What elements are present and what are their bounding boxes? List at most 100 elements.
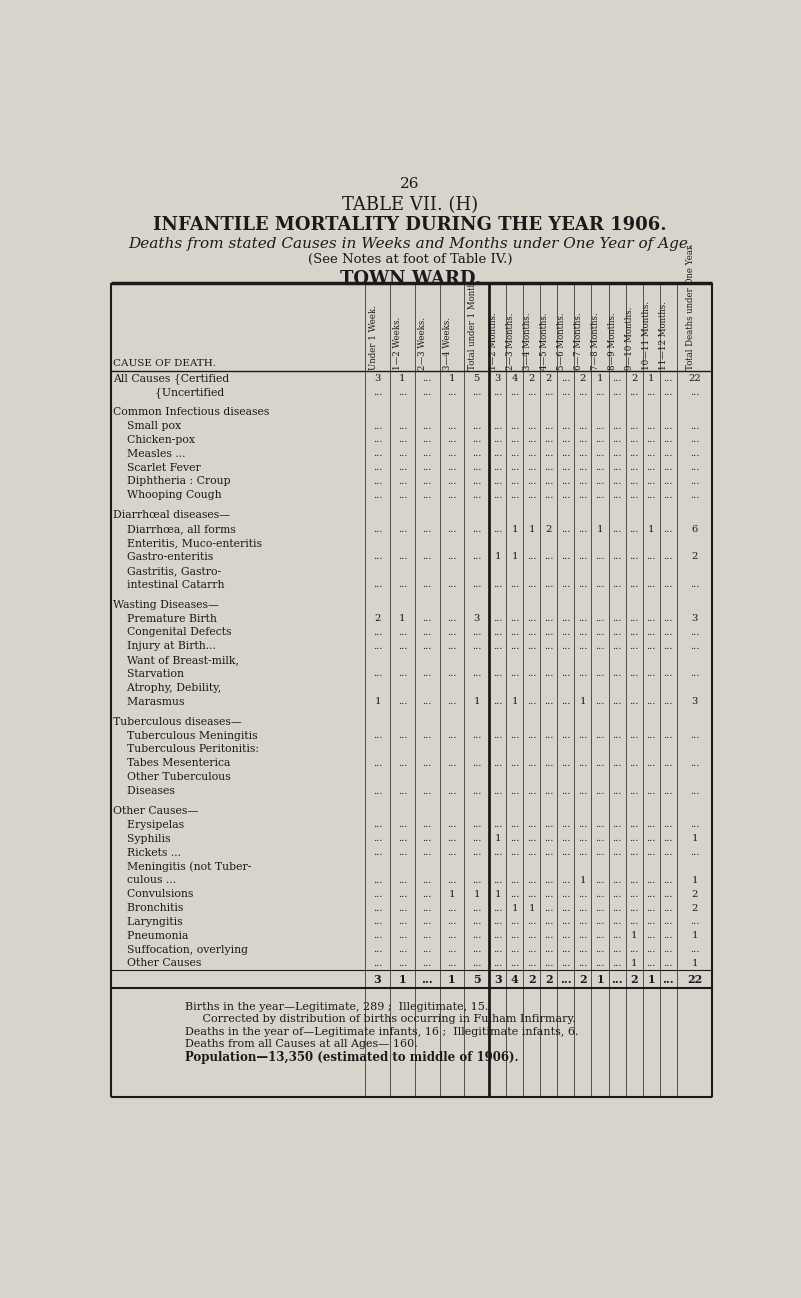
Text: ...: ... [422, 628, 432, 637]
Text: ...: ... [447, 959, 457, 968]
Text: ...: ... [646, 787, 656, 796]
Text: ...: ... [510, 641, 519, 650]
Text: ...: ... [646, 449, 656, 458]
Text: ...: ... [544, 731, 553, 740]
Text: Enteritis, Muco-enteritis: Enteritis, Muco-enteritis [113, 539, 262, 548]
Text: ...: ... [472, 820, 481, 829]
Text: ...: ... [595, 731, 605, 740]
Text: ...: ... [578, 476, 588, 485]
Text: ...: ... [527, 553, 537, 562]
Text: Congenital Defects: Congenital Defects [113, 627, 231, 637]
Text: ...: ... [663, 641, 673, 650]
Text: 3: 3 [691, 614, 698, 623]
Text: ...: ... [422, 787, 432, 796]
Text: ...: ... [578, 463, 588, 472]
Text: ...: ... [630, 731, 638, 740]
Text: ...: ... [447, 580, 457, 589]
Text: ...: ... [373, 435, 382, 444]
Text: ...: ... [646, 945, 656, 954]
Text: ...: ... [447, 553, 457, 562]
Text: 2: 2 [691, 903, 698, 912]
Text: ...: ... [544, 463, 553, 472]
Text: ...: ... [578, 388, 588, 397]
Text: ...: ... [578, 820, 588, 829]
Text: ...: ... [595, 848, 605, 857]
Text: ...: ... [493, 759, 502, 768]
Text: ...: ... [397, 918, 407, 927]
Text: ...: ... [562, 876, 570, 885]
Text: ...: ... [646, 731, 656, 740]
Text: ...: ... [646, 491, 656, 500]
Text: ...: ... [646, 553, 656, 562]
Text: ...: ... [562, 903, 570, 912]
Text: 2: 2 [374, 614, 380, 623]
Text: Deaths in the year of—Legitimate infants, 16 ;  Illegitimate infants, 6.: Deaths in the year of—Legitimate infants… [185, 1027, 579, 1037]
Text: 1: 1 [512, 524, 518, 533]
Text: 2: 2 [529, 374, 535, 383]
Text: ...: ... [510, 848, 519, 857]
Text: ...: ... [397, 759, 407, 768]
Text: 1: 1 [399, 614, 405, 623]
Text: Syphilis: Syphilis [113, 833, 171, 844]
Text: ...: ... [397, 848, 407, 857]
Text: 1: 1 [512, 553, 518, 562]
Text: 1: 1 [399, 374, 405, 383]
Text: 2: 2 [545, 524, 552, 533]
Text: ...: ... [663, 388, 673, 397]
Text: 1: 1 [597, 374, 603, 383]
Text: ...: ... [447, 835, 457, 844]
Text: ...: ... [447, 848, 457, 857]
Text: ...: ... [422, 876, 432, 885]
Text: 1: 1 [691, 835, 698, 844]
Text: ...: ... [562, 641, 570, 650]
Text: Under 1 Week.: Under 1 Week. [368, 305, 377, 370]
Text: ...: ... [560, 975, 572, 985]
Text: ...: ... [562, 435, 570, 444]
Text: ...: ... [663, 945, 673, 954]
Text: 1: 1 [449, 889, 455, 898]
Text: 6: 6 [691, 524, 698, 533]
Text: ...: ... [612, 903, 622, 912]
Text: ...: ... [447, 388, 457, 397]
Text: ...: ... [510, 670, 519, 679]
Text: ...: ... [447, 435, 457, 444]
Text: ...: ... [447, 820, 457, 829]
Text: 1: 1 [374, 697, 380, 706]
Text: ...: ... [595, 491, 605, 500]
Text: ...: ... [612, 374, 622, 383]
Text: Tuberculous Meningitis: Tuberculous Meningitis [113, 731, 258, 741]
Text: ...: ... [595, 697, 605, 706]
Text: ...: ... [472, 463, 481, 472]
Text: ...: ... [422, 959, 432, 968]
Text: ...: ... [663, 374, 673, 383]
Text: ...: ... [578, 835, 588, 844]
Text: ...: ... [510, 959, 519, 968]
Text: ...: ... [630, 835, 638, 844]
Text: ...: ... [578, 759, 588, 768]
Text: ...: ... [447, 903, 457, 912]
Text: Wasting Diseases—: Wasting Diseases— [113, 600, 219, 610]
Text: Convulsions: Convulsions [113, 889, 194, 900]
Text: ...: ... [397, 697, 407, 706]
Text: ...: ... [646, 388, 656, 397]
Text: ...: ... [510, 463, 519, 472]
Text: 1: 1 [580, 697, 586, 706]
Text: ...: ... [447, 759, 457, 768]
Text: ...: ... [562, 628, 570, 637]
Text: ...: ... [422, 903, 432, 912]
Text: ...: ... [422, 848, 432, 857]
Text: ...: ... [510, 476, 519, 485]
Text: 22: 22 [688, 374, 701, 383]
Text: ...: ... [578, 903, 588, 912]
Text: ...: ... [527, 945, 537, 954]
Text: ...: ... [447, 918, 457, 927]
Text: intestinal Catarrh: intestinal Catarrh [113, 580, 225, 589]
Text: ...: ... [595, 614, 605, 623]
Text: Starvation: Starvation [113, 668, 184, 679]
Text: 3—4 Weeks.: 3—4 Weeks. [443, 317, 452, 370]
Text: ...: ... [630, 435, 638, 444]
Text: ...: ... [595, 835, 605, 844]
Text: ...: ... [544, 553, 553, 562]
Text: ...: ... [472, 731, 481, 740]
Text: ...: ... [422, 697, 432, 706]
